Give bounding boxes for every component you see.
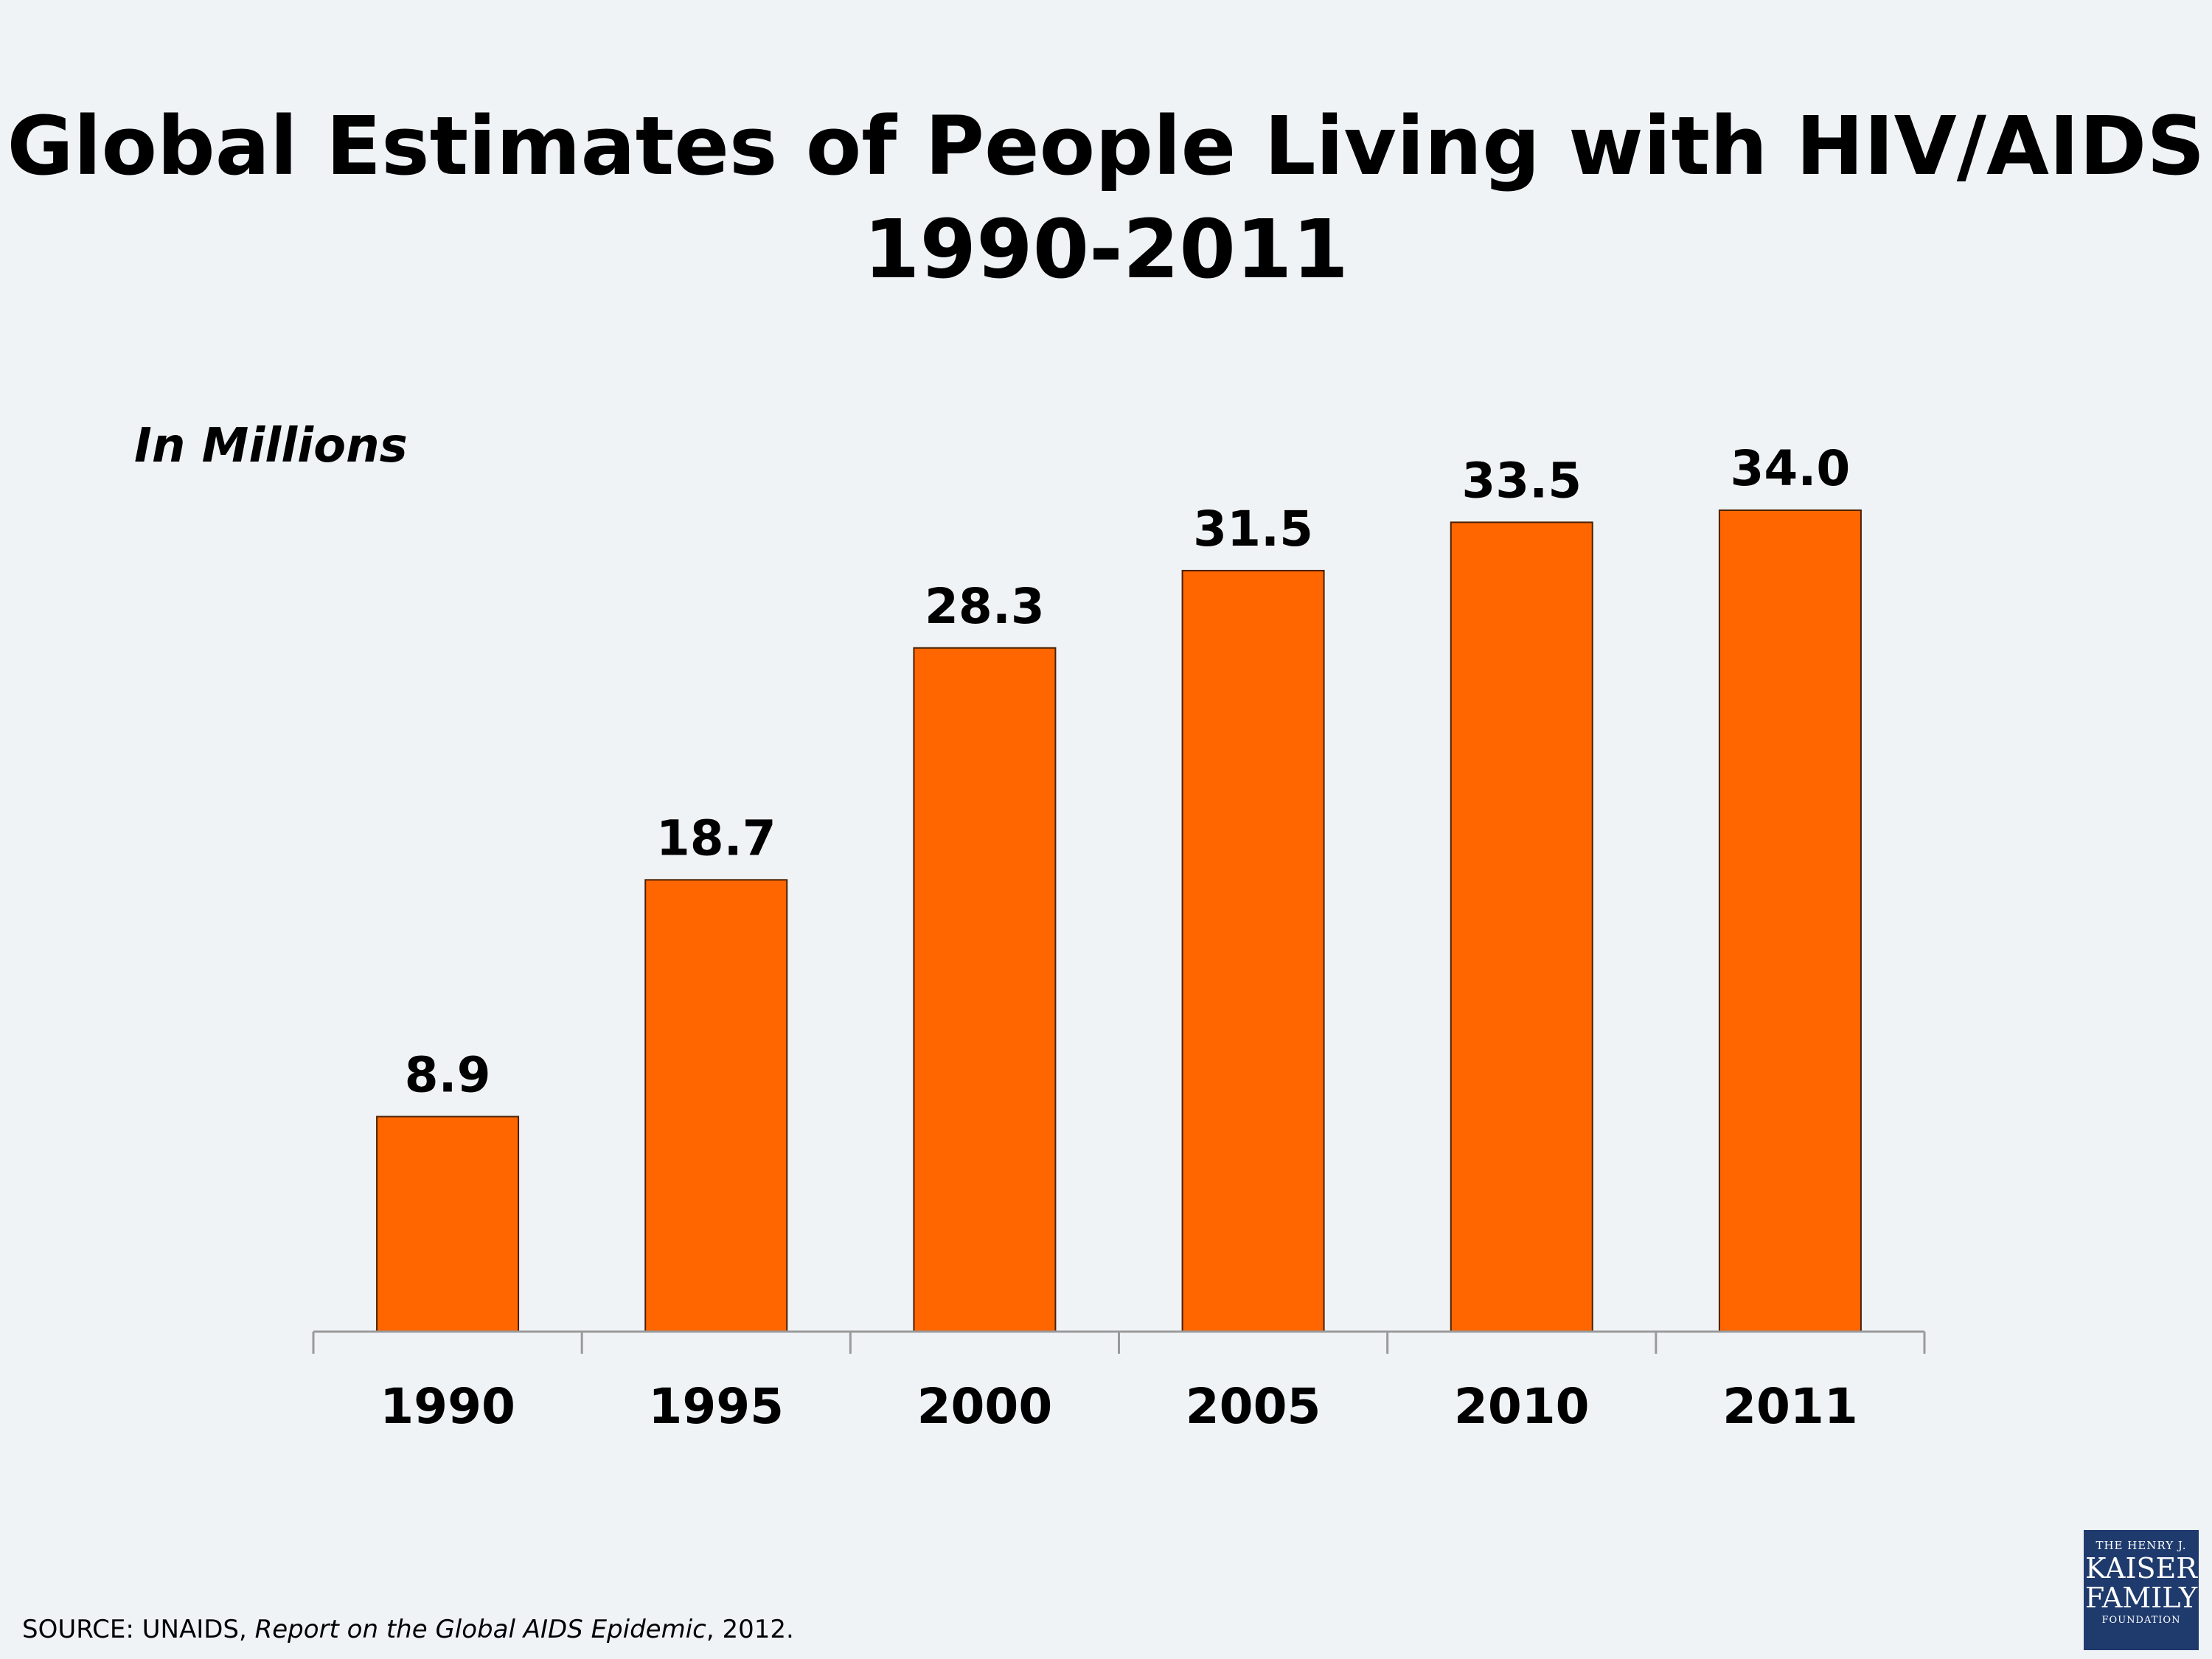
source-suffix: , 2012.	[706, 1615, 794, 1644]
value-labels: 8.9 18.7 28.3 31.5 33.5 34.0	[405, 440, 1851, 1103]
x-tick-label-1990: 1990	[380, 1378, 515, 1435]
value-label-1990: 8.9	[405, 1046, 491, 1103]
x-tick-label-2010: 2010	[1454, 1378, 1590, 1435]
source-prefix: SOURCE: UNAIDS,	[22, 1615, 255, 1644]
value-label-2011: 34.0	[1730, 440, 1850, 497]
value-label-2010: 33.5	[1461, 452, 1582, 509]
logo-line-3: FAMILY	[2084, 1582, 2198, 1614]
bars-layer	[376, 509, 1862, 1333]
x-tick-labels: 1990 1995 2000 2005 2010 2011	[380, 1378, 1858, 1435]
logo-line-1: THE HENRY J.	[2096, 1539, 2187, 1552]
logo-line-2: KAISER	[2085, 1552, 2197, 1585]
x-tick-label-2000: 2000	[917, 1378, 1053, 1435]
source-note: SOURCE: UNAIDS, Report on the Global AID…	[22, 1615, 794, 1644]
bar-2010	[1450, 521, 1593, 1332]
kff-logo: THE HENRY J. KAISER FAMILY FOUNDATION	[2084, 1530, 2199, 1650]
x-axis	[312, 1330, 1926, 1354]
chart-title-line-2: 1990-2011	[863, 202, 1349, 296]
x-tick-label-1995: 1995	[648, 1378, 784, 1435]
source-report-title: Report on the Global AIDS Epidemic	[254, 1615, 706, 1644]
bar-1995	[644, 879, 788, 1333]
bar-1990	[376, 1116, 520, 1333]
x-tick-label-2005: 2005	[1186, 1378, 1321, 1435]
bar-2000	[913, 647, 1057, 1332]
bar-2011	[1718, 509, 1862, 1332]
logo-line-4: FOUNDATION	[2101, 1615, 2181, 1626]
chart-title-line-1: Global Estimates of People Living with H…	[7, 99, 2205, 193]
value-label-2000: 28.3	[925, 578, 1045, 635]
chart-title: Global Estimates of People Living with H…	[0, 94, 2212, 301]
x-tick-label-2011: 2011	[1722, 1378, 1858, 1435]
value-label-2005: 31.5	[1193, 501, 1313, 557]
bar-2005	[1181, 569, 1325, 1332]
value-label-1995: 18.7	[656, 810, 776, 866]
units-label: In Millions	[134, 419, 408, 473]
